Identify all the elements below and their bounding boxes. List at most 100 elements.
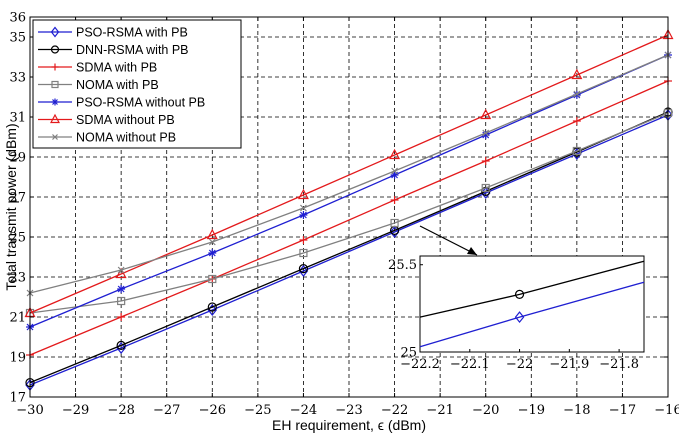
y-tick-label: 21 bbox=[9, 311, 26, 326]
y-tick-label: 19 bbox=[9, 351, 26, 366]
x-tick-label: −16 bbox=[654, 403, 679, 418]
inset-x-tick-label: −22.1 bbox=[450, 357, 490, 372]
legend-label: SDMA without PB bbox=[76, 113, 175, 127]
inset-series-line bbox=[419, 260, 645, 318]
legend-swatch-marker bbox=[51, 98, 59, 106]
legend-label: PSO-RSMA with PB bbox=[76, 26, 188, 40]
legend-label: NOMA without PB bbox=[76, 131, 176, 145]
x-axis-title: EH requirement, ϵ (dBm) bbox=[272, 417, 426, 433]
data-point bbox=[572, 146, 581, 156]
legend-swatch-marker bbox=[52, 134, 58, 140]
data-point bbox=[571, 68, 583, 80]
inset-data-point bbox=[514, 311, 525, 324]
zoom-inset: −22.2 −22.1 −22 −21.9 −21.8 25 25.5 bbox=[388, 255, 645, 372]
legend-label: SDMA with PB bbox=[76, 61, 157, 75]
x-tick-label: −19 bbox=[518, 403, 545, 418]
data-point bbox=[206, 228, 218, 240]
legend-label: DNN-RSMA with PB bbox=[76, 43, 189, 57]
series-line bbox=[29, 80, 669, 356]
series-line bbox=[29, 54, 669, 328]
data-point bbox=[391, 167, 398, 175]
y-tick-label: 33 bbox=[9, 71, 26, 86]
series-line bbox=[29, 111, 669, 384]
data-point bbox=[117, 285, 126, 293]
data-point bbox=[389, 148, 401, 160]
x-tick-label: −30 bbox=[16, 403, 43, 418]
series-line bbox=[29, 112, 669, 314]
legend-entry: NOMA without PB bbox=[38, 131, 176, 145]
data-point bbox=[480, 108, 492, 120]
x-tick-label: −28 bbox=[107, 403, 134, 418]
data-point bbox=[299, 211, 308, 219]
data-point bbox=[297, 188, 309, 200]
data-point bbox=[482, 129, 490, 137]
inset-series-line bbox=[419, 281, 645, 348]
x-tick-label: −25 bbox=[244, 403, 271, 418]
y-axis-title: Total transmit power (dBm) bbox=[3, 123, 19, 290]
data-point bbox=[389, 226, 400, 238]
data-point bbox=[117, 266, 125, 274]
data-point bbox=[573, 90, 581, 98]
x-tick-label: −24 bbox=[290, 403, 317, 418]
data-point bbox=[299, 248, 308, 258]
y-tick-label: 25 bbox=[9, 231, 26, 246]
data-point bbox=[116, 340, 126, 350]
y-tick-label: 29 bbox=[9, 151, 26, 166]
inset-y-tick-label: 25 bbox=[400, 346, 417, 361]
legend-entry: PSO-RSMA with PB bbox=[38, 26, 188, 40]
data-point bbox=[298, 264, 309, 274]
legend-swatch-marker bbox=[50, 26, 60, 38]
data-point bbox=[390, 218, 399, 228]
data-point bbox=[208, 249, 217, 257]
inset-x-tick-label: −21.9 bbox=[549, 357, 589, 372]
legend: PSO-RSMA with PB DNN-RSMA with PB SDMA wit… bbox=[32, 19, 242, 149]
inset-x-tick-label: −22 bbox=[506, 357, 533, 372]
legend-swatch-marker bbox=[51, 80, 59, 89]
x-tick-label: −18 bbox=[563, 403, 590, 418]
legend-swatch-marker bbox=[50, 45, 60, 54]
series-layer bbox=[24, 28, 674, 391]
x-tick-label: −26 bbox=[199, 403, 226, 418]
data-point bbox=[572, 117, 581, 125]
y-tick-label: 27 bbox=[9, 191, 26, 206]
series-line bbox=[29, 34, 669, 314]
legend-swatch-marker bbox=[50, 113, 60, 124]
legend-entry: PSO-RSMA without PB bbox=[38, 96, 205, 110]
x-tick-label: −20 bbox=[472, 403, 499, 418]
x-tick-label: −23 bbox=[335, 403, 362, 418]
data-point bbox=[207, 302, 217, 312]
series-line bbox=[29, 114, 669, 386]
inset-x-tick-label: −21.8 bbox=[599, 357, 639, 372]
y-tick-label: 31 bbox=[9, 111, 26, 126]
legend-entry: NOMA with PB bbox=[38, 78, 159, 92]
data-point bbox=[481, 183, 490, 193]
data-point bbox=[208, 274, 217, 284]
data-point bbox=[208, 238, 216, 246]
series-line bbox=[29, 54, 669, 294]
y-tick-label: 36 bbox=[9, 11, 26, 26]
x-tick-label: −21 bbox=[426, 403, 453, 418]
legend-swatch-marker bbox=[51, 63, 59, 71]
inset-x-tick-label: −22.2 bbox=[400, 357, 440, 372]
y-tick-label: 23 bbox=[9, 271, 26, 286]
inset-data-point bbox=[514, 289, 525, 299]
grid-layer bbox=[30, 17, 668, 397]
data-point bbox=[299, 236, 308, 244]
data-point bbox=[115, 267, 127, 279]
y-tick-label: 17 bbox=[9, 391, 26, 406]
data-point bbox=[481, 157, 490, 165]
x-tick-label: −17 bbox=[609, 403, 636, 418]
zoom-arrow bbox=[419, 225, 478, 256]
legend-entry: DNN-RSMA with PB bbox=[38, 43, 189, 57]
data-point bbox=[117, 296, 126, 306]
legend-label: PSO-RSMA without PB bbox=[76, 96, 205, 110]
y-tick-label: 35 bbox=[9, 31, 26, 46]
x-tick-label: −29 bbox=[62, 403, 89, 418]
data-point bbox=[300, 204, 307, 212]
data-point bbox=[390, 196, 399, 204]
inset-y-tick-label: 25.5 bbox=[388, 258, 417, 273]
legend-entry: SDMA without PB bbox=[38, 113, 175, 127]
data-point bbox=[117, 313, 126, 321]
legend-label: NOMA with PB bbox=[76, 78, 159, 92]
